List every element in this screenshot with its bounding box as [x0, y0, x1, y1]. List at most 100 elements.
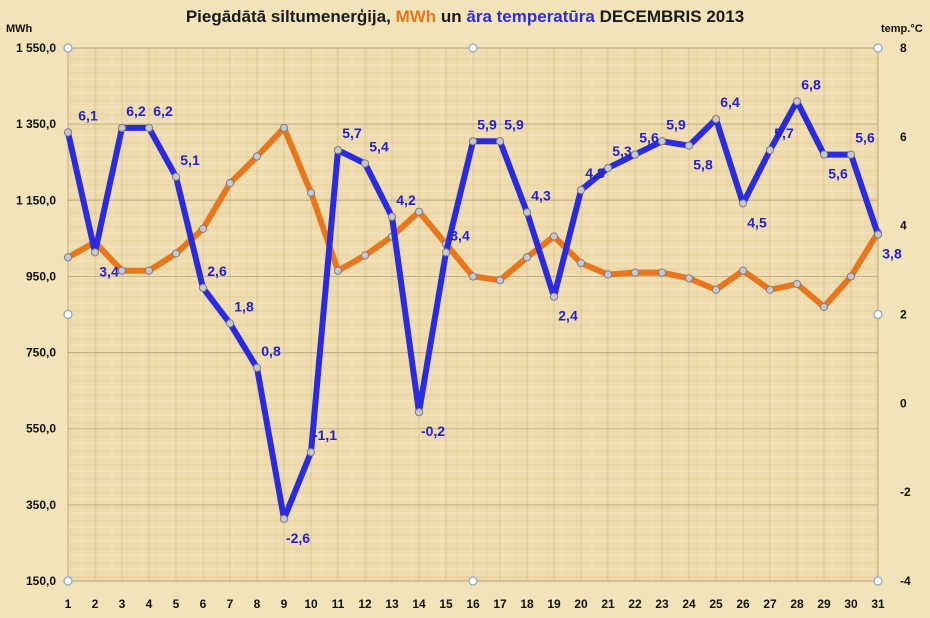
left-tick-label: 1 550,0 — [16, 41, 56, 55]
temperature-point — [468, 137, 478, 146]
title-part-mwh: MWh — [396, 7, 437, 26]
x-tick-label: 9 — [281, 597, 288, 611]
right-tick-label: -2 — [900, 485, 911, 499]
x-tick-label: 17 — [493, 597, 507, 611]
temperature-point — [549, 292, 559, 301]
x-tick-label: 10 — [304, 597, 318, 611]
temperature-data-label: 2,4 — [558, 308, 578, 324]
x-tick-label: 2 — [92, 597, 99, 611]
right-tick-label: -4 — [900, 574, 911, 588]
heat-energy-point — [225, 179, 235, 188]
x-tick-label: 23 — [655, 597, 669, 611]
heat-energy-point — [846, 272, 856, 281]
x-tick-label: 7 — [227, 597, 234, 611]
series-layer — [63, 97, 883, 523]
heat-energy-point — [495, 276, 505, 285]
heat-energy-point — [468, 272, 478, 281]
temperature-point — [765, 146, 775, 155]
temperature-data-label: 6,8 — [801, 76, 821, 92]
temperature-data-label: 2,6 — [207, 263, 227, 279]
selection-handles — [63, 43, 883, 586]
temperature-point — [495, 137, 505, 146]
temperature-point — [684, 141, 694, 150]
plot-resize-handle — [873, 43, 883, 53]
temperature-point — [603, 163, 613, 173]
x-tick-label: 1 — [65, 597, 72, 611]
temperature-point — [279, 514, 289, 523]
x-tick-label: 28 — [790, 597, 804, 611]
temperature-data-label: 5,1 — [180, 152, 200, 168]
temperature-data-label: 0,8 — [261, 343, 281, 359]
right-axis-label: temp.°C — [881, 23, 923, 35]
heat-energy-point — [333, 266, 343, 275]
temperature-point — [846, 150, 856, 159]
x-tick-label: 31 — [871, 597, 885, 611]
x-tick-label: 12 — [358, 597, 372, 611]
chart-title: Piegādātā siltumenerģija, MWh un āra tem… — [186, 7, 744, 26]
temperature-point — [360, 159, 370, 168]
heat-energy-point — [360, 251, 370, 260]
temperature-data-label: 5,9 — [477, 116, 497, 132]
heat-energy-point — [306, 188, 316, 197]
heat-energy-point — [819, 302, 829, 311]
heat-energy-point — [198, 224, 208, 233]
left-axis-label: MWh — [6, 23, 33, 35]
temperature-data-label: 4,2 — [396, 192, 416, 208]
temperature-point — [306, 448, 316, 457]
temperature-data-label: 5,9 — [504, 116, 524, 132]
heat-energy-point — [279, 123, 289, 133]
heat-energy-point — [144, 266, 154, 275]
left-tick-label: 950,0 — [26, 269, 56, 283]
temperature-data-label: 4,8 — [585, 165, 605, 181]
temperature-point — [225, 319, 235, 328]
temperature-point — [873, 230, 883, 239]
temperature-data-label: -2,6 — [286, 530, 310, 546]
temperature-point — [333, 146, 343, 155]
heat-energy-point — [684, 274, 694, 283]
temperature-data-label: -1,1 — [313, 427, 337, 443]
left-tick-label: 750,0 — [26, 346, 56, 360]
heat-energy-point — [171, 249, 181, 258]
right-tick-label: 4 — [900, 219, 907, 233]
left-tick-label: 1 150,0 — [16, 193, 56, 207]
left-tick-label: 1 350,0 — [16, 117, 56, 131]
left-tick-label: 550,0 — [26, 422, 56, 436]
x-tick-label: 19 — [547, 597, 561, 611]
temperature-data-label: 5,9 — [666, 116, 686, 132]
plot-resize-handle — [873, 576, 883, 586]
heat-energy-point — [252, 152, 262, 161]
heat-energy-point — [576, 259, 586, 268]
data-labels: 6,1 3,4 6,2 6,2 5,1 2,6 1,8 0,8 -2,6 -1,1 5,7 5,4 4,… — [78, 76, 902, 546]
x-tick-label: 3 — [119, 597, 126, 611]
temperature-point — [63, 128, 73, 137]
right-axis-ticks: 8 6 4 2 0 -2 -4 — [900, 41, 911, 588]
temperature-data-label: 6,2 — [153, 103, 173, 119]
temperature-data-label: 1,8 — [234, 298, 254, 314]
x-tick-label: 25 — [709, 597, 723, 611]
heat-energy-point — [792, 279, 802, 289]
x-tick-label: 29 — [817, 597, 831, 611]
temperature-data-label: 5,4 — [369, 138, 389, 154]
title-part-3: un — [436, 7, 466, 26]
heat-energy-point — [117, 266, 127, 275]
temperature-point — [522, 208, 532, 217]
temperature-data-label: 4,5 — [747, 214, 767, 230]
x-tick-label: 13 — [385, 597, 399, 611]
temperature-point — [252, 363, 262, 372]
temperature-data-label: 5,6 — [639, 130, 659, 146]
temperature-point — [198, 283, 208, 292]
temperature-data-label: 3,4 — [450, 227, 470, 243]
plot-resize-handle — [63, 576, 73, 586]
plot-resize-handle — [468, 576, 478, 586]
heat-energy-point — [711, 285, 721, 294]
x-tick-label: 8 — [254, 597, 261, 611]
x-tick-label: 30 — [844, 597, 858, 611]
right-tick-label: 0 — [900, 396, 907, 410]
temperature-point — [144, 123, 154, 133]
x-tick-label: 18 — [520, 597, 534, 611]
temperature-point — [90, 248, 100, 257]
temperature-point — [414, 408, 424, 417]
temperature-data-label: 5,7 — [774, 125, 794, 141]
x-tick-label: 16 — [466, 597, 480, 611]
